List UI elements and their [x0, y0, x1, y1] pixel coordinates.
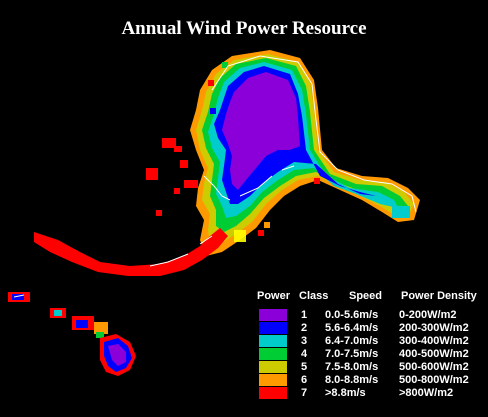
alaska-region — [190, 50, 420, 256]
aleutian-islands — [34, 138, 228, 276]
legend-header-power: Power — [257, 290, 291, 302]
legend-class: 1 — [301, 309, 308, 321]
legend-density: 200-300W/m2 — [399, 322, 469, 334]
legend-class: 5 — [301, 361, 308, 373]
map-title: Annual Wind Power Resource — [121, 18, 367, 39]
legend-speed: 6.4-7.0m/s — [325, 335, 379, 347]
legend-density: 500-800W/m2 — [399, 374, 469, 386]
legend-speed: 0.0-5.6m/s — [325, 309, 379, 321]
legend-swatch — [259, 309, 287, 321]
legend-header-density: Power Density — [401, 290, 477, 302]
legend-swatch — [259, 335, 287, 347]
legend-speed: 7.5-8.0m/s — [325, 361, 379, 373]
legend-swatch — [259, 374, 287, 386]
legend-density: >800W/m2 — [399, 387, 454, 399]
legend-class: 7 — [301, 387, 308, 399]
legend-density: 300-400W/m2 — [399, 335, 469, 347]
legend-density: 400-500W/m2 — [399, 348, 469, 360]
legend-class: 3 — [301, 335, 308, 347]
legend-swatch — [259, 361, 287, 373]
legend-density: 500-600W/m2 — [399, 361, 469, 373]
legend-class: 4 — [301, 348, 308, 360]
legend-swatch — [259, 348, 287, 360]
legend-header-class: Class — [299, 290, 329, 302]
legend-class: 2 — [301, 322, 308, 334]
legend-speed: 5.6-6.4m/s — [325, 322, 379, 334]
hawaii-islands — [8, 292, 136, 376]
legend-speed: >8.8m/s — [325, 387, 366, 399]
legend-class: 6 — [301, 374, 308, 386]
legend-speed: 8.0-8.8m/s — [325, 374, 379, 386]
legend-header-speed: Speed — [349, 290, 383, 302]
legend-speed: 7.0-7.5m/s — [325, 348, 379, 360]
legend-density: 0-200W/m2 — [399, 309, 457, 321]
legend-swatch — [259, 322, 287, 334]
legend-swatch — [259, 387, 287, 399]
